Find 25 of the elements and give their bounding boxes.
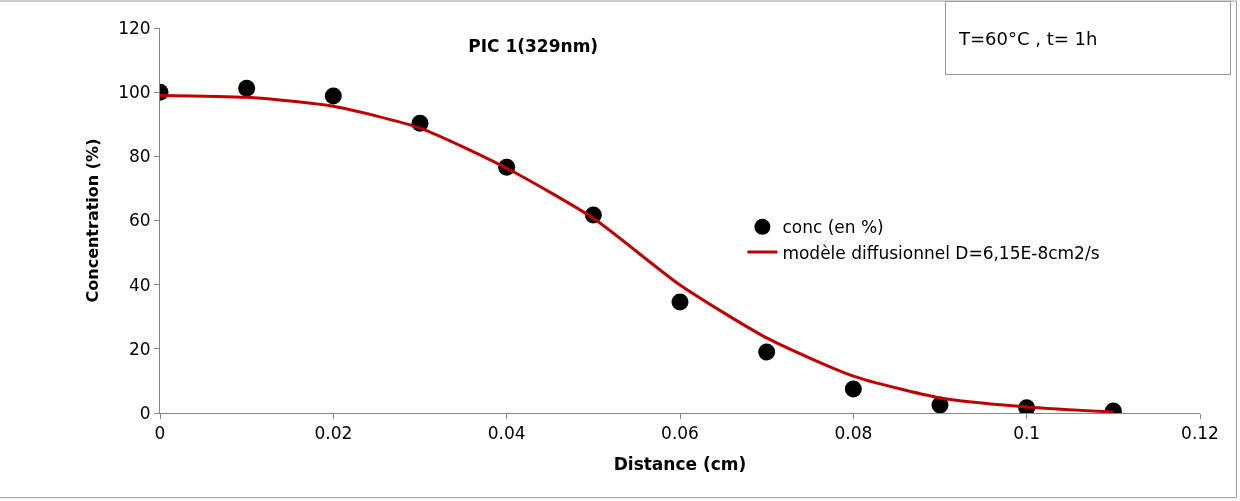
x-tick-label: 0 [154, 423, 166, 444]
y-tick-label: 0 [139, 402, 151, 423]
x-tick-label: 0.1 [1013, 423, 1041, 444]
y-tick-label: 60 [128, 210, 151, 231]
point [844, 380, 862, 398]
y-tick-label: 100 [118, 82, 151, 103]
x-tick-label: 0.06 [661, 423, 699, 444]
x-tick-label: 0.02 [314, 423, 353, 444]
point [238, 79, 256, 97]
x-tick-label: 0.12 [1181, 423, 1219, 444]
y-tick-label: 120 [118, 17, 151, 38]
point [671, 293, 689, 311]
y-tick-label: 20 [128, 338, 151, 359]
legend-label: conc (en %) [782, 217, 884, 238]
x-tick-label: 0.04 [487, 423, 526, 444]
x-axis-title: Distance (cm) [613, 453, 747, 474]
text: PIC 1(329nm) [468, 35, 599, 56]
point [758, 343, 776, 361]
legend-label: modèle diffusionnel D=6,15E-8cm2/s [782, 242, 1100, 263]
x-tick-label: 0.08 [834, 423, 873, 444]
y-tick-label: 80 [128, 146, 151, 167]
y-tick-label: 40 [128, 274, 151, 295]
annotation: T=60°C , t= 1h [958, 27, 1098, 49]
point [324, 87, 342, 105]
y-axis-title: Concentration (%) [83, 138, 103, 303]
